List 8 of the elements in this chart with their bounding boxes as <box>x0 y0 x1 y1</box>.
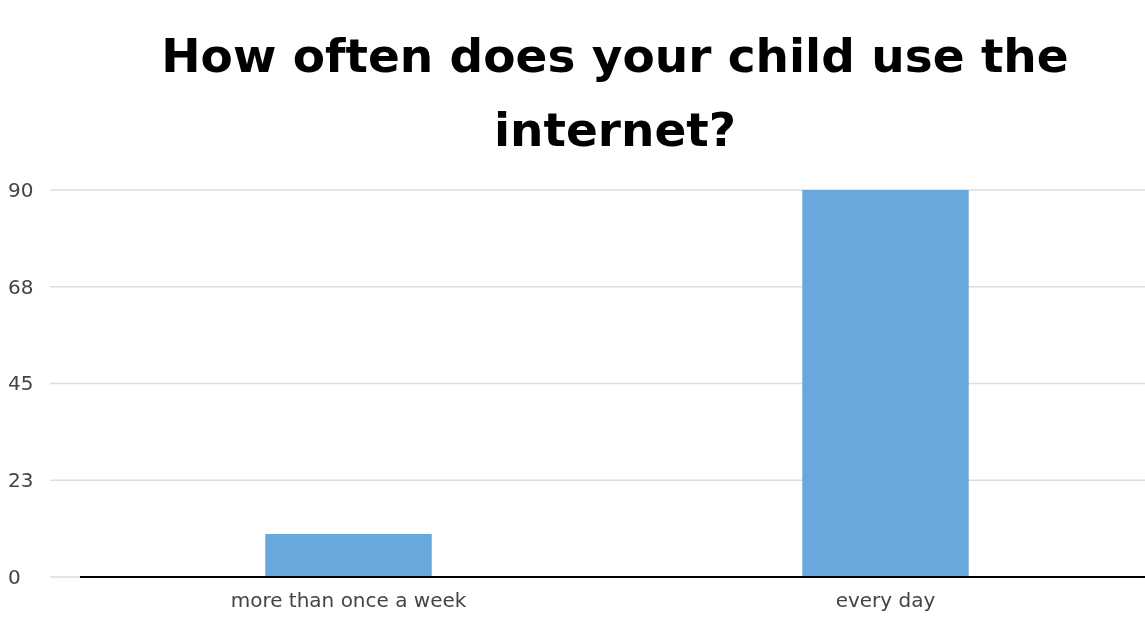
y-tick-label: 0 <box>8 564 21 589</box>
x-tick-label: every day <box>835 588 936 612</box>
y-tick-label: 45 <box>8 371 34 396</box>
y-tick-label: 68 <box>8 274 34 299</box>
y-tick-label: 23 <box>8 468 34 493</box>
chart-title: How often does your child use the internet? <box>161 28 1069 157</box>
x-tick-label: more than once a week <box>230 588 467 612</box>
y-tick-label: 90 <box>8 177 34 202</box>
